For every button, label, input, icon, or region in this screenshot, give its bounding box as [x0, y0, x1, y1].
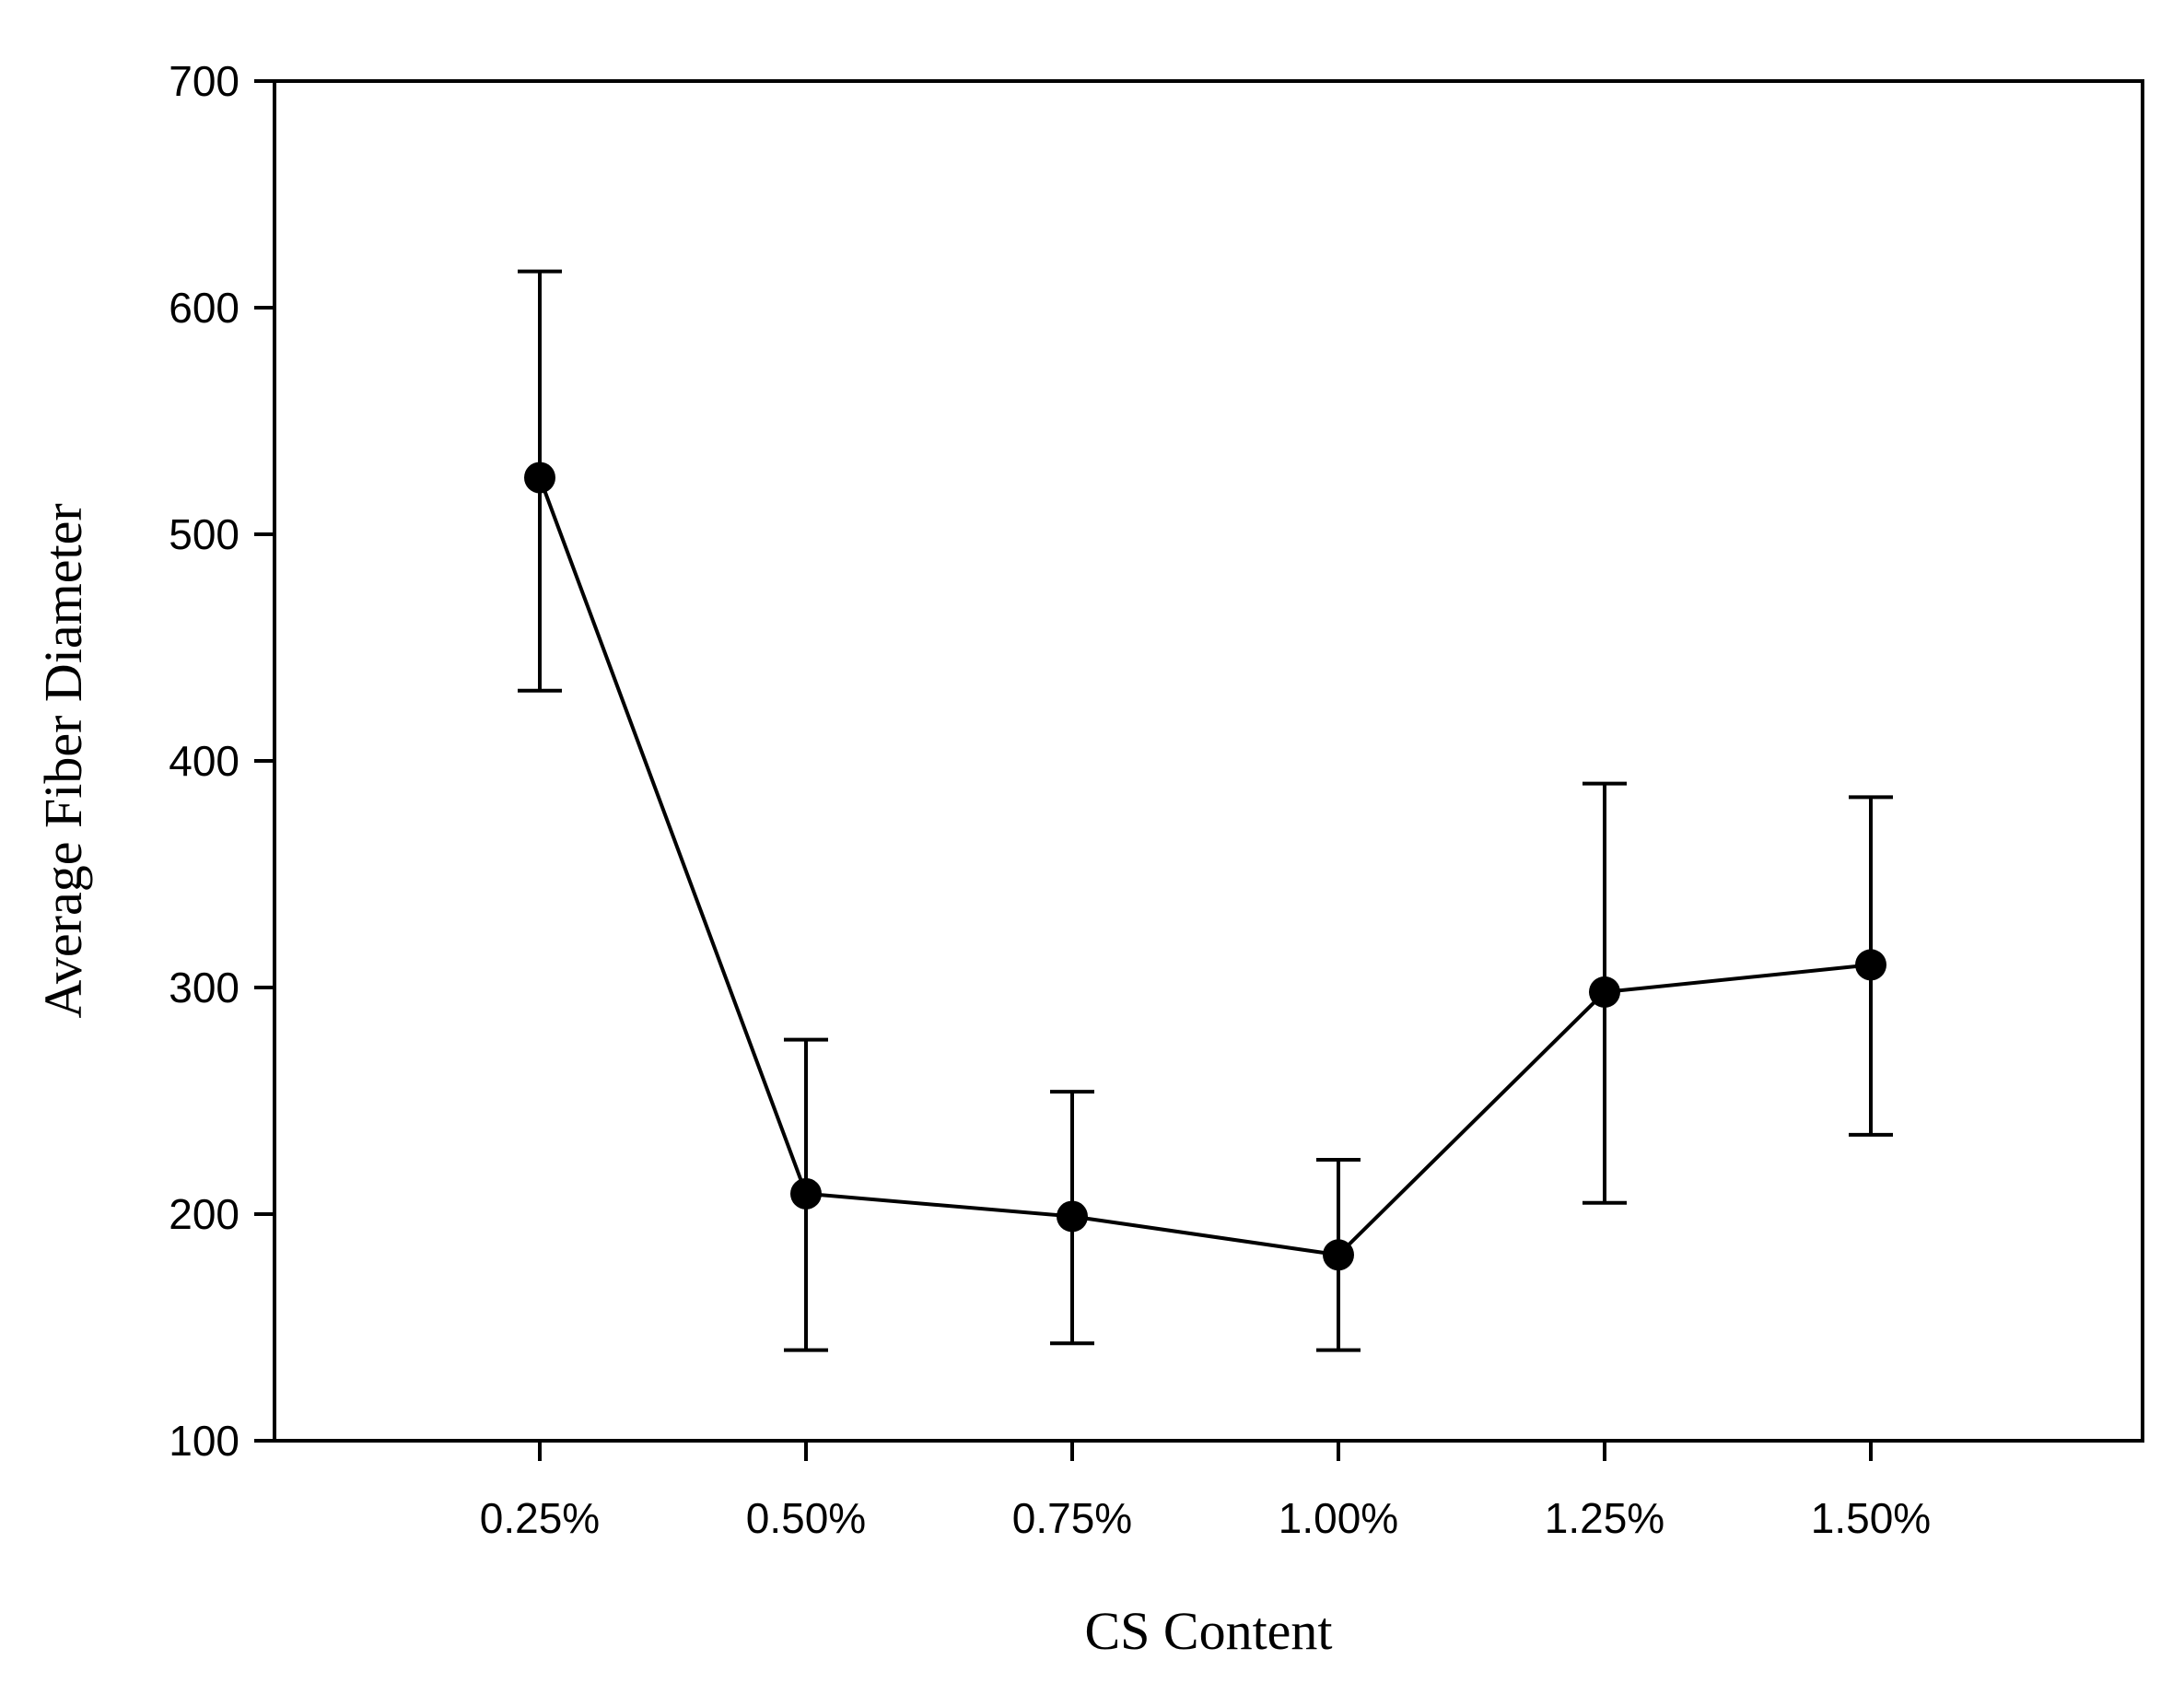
y-tick-label: 400	[169, 737, 239, 785]
y-tick-label: 500	[169, 510, 239, 558]
series-line	[538, 476, 1872, 1257]
data-point	[1057, 1200, 1088, 1233]
x-tick-label: 1.00%	[1279, 1494, 1398, 1542]
y-axis-title: Average Fiber Diameter	[33, 503, 93, 1018]
y-axis: 100 200 300 400 500 600 700	[169, 57, 274, 1465]
x-tick-label: 1.50%	[1811, 1494, 1931, 1542]
data-point	[1589, 976, 1620, 1008]
y-tick-label: 100	[169, 1417, 239, 1465]
data-point	[790, 1177, 822, 1210]
y-tick-label: 200	[169, 1190, 239, 1238]
y-tick-label: 300	[169, 964, 239, 1011]
x-tick-label: 0.75%	[1012, 1494, 1132, 1542]
x-tick-label: 0.25%	[480, 1494, 600, 1542]
error-bars	[518, 269, 1893, 1352]
data-point	[1855, 949, 1886, 981]
data-point	[1323, 1239, 1354, 1271]
data-point	[524, 462, 555, 494]
data-points	[524, 462, 1886, 1271]
x-tick-label: 0.50%	[746, 1494, 866, 1542]
x-tick-label: 1.25%	[1545, 1494, 1664, 1542]
x-axis: 0.25% 0.50% 0.75% 1.00% 1.25% 1.50%	[480, 1441, 1931, 1542]
y-tick-label: 700	[169, 57, 239, 105]
y-tick-label: 600	[169, 284, 239, 332]
x-axis-title: CS Content	[1084, 1601, 1332, 1661]
